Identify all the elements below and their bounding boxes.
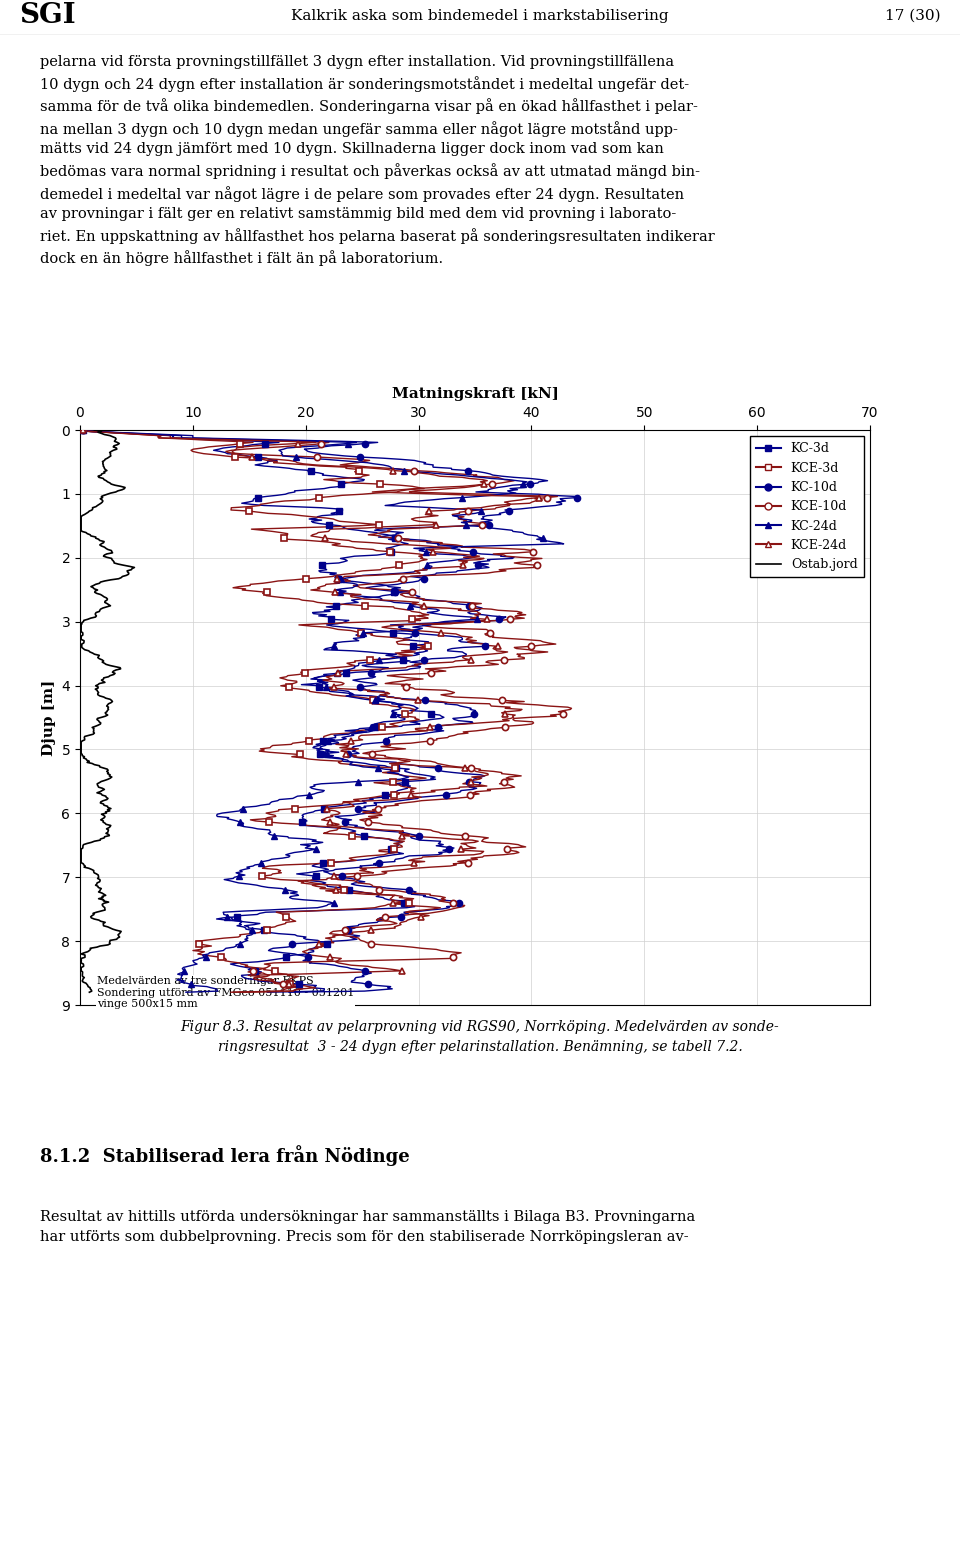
Text: Resultat av hittills utförda undersökningar har sammanställts i Bilaga B3. Provn: Resultat av hittills utförda undersöknin…: [40, 1210, 695, 1243]
Text: SGI: SGI: [19, 2, 76, 30]
Text: 8.1.2  Stabiliserad lera från Nödinge: 8.1.2 Stabiliserad lera från Nödinge: [40, 1145, 410, 1167]
Text: Figur 8.3. Resultat av pelarprovning vid RGS90, Norrköping. Medelvärden av sonde: Figur 8.3. Resultat av pelarprovning vid…: [180, 1021, 780, 1054]
Text: Kalkrik aska som bindemedel i markstabilisering: Kalkrik aska som bindemedel i markstabil…: [291, 9, 669, 24]
Legend: KC-3d, KCE-3d, KC-10d, KCE-10d, KC-24d, KCE-24d, Ostab.jord: KC-3d, KCE-3d, KC-10d, KCE-10d, KC-24d, …: [750, 436, 864, 577]
Text: pelarna vid första provningstillfället 3 dygn efter installation. Vid provningst: pelarna vid första provningstillfället 3…: [40, 55, 715, 267]
Y-axis label: Djup [m]: Djup [m]: [42, 679, 56, 756]
Text: Medelvärden av tre sonderingar FKPS
Sondering utförd av FMGeo 051110 - 051201
vi: Medelvärden av tre sonderingar FKPS Sond…: [97, 977, 354, 1010]
Text: 17 (30): 17 (30): [885, 9, 941, 24]
X-axis label: Matningskraft [kN]: Matningskraft [kN]: [392, 387, 559, 401]
